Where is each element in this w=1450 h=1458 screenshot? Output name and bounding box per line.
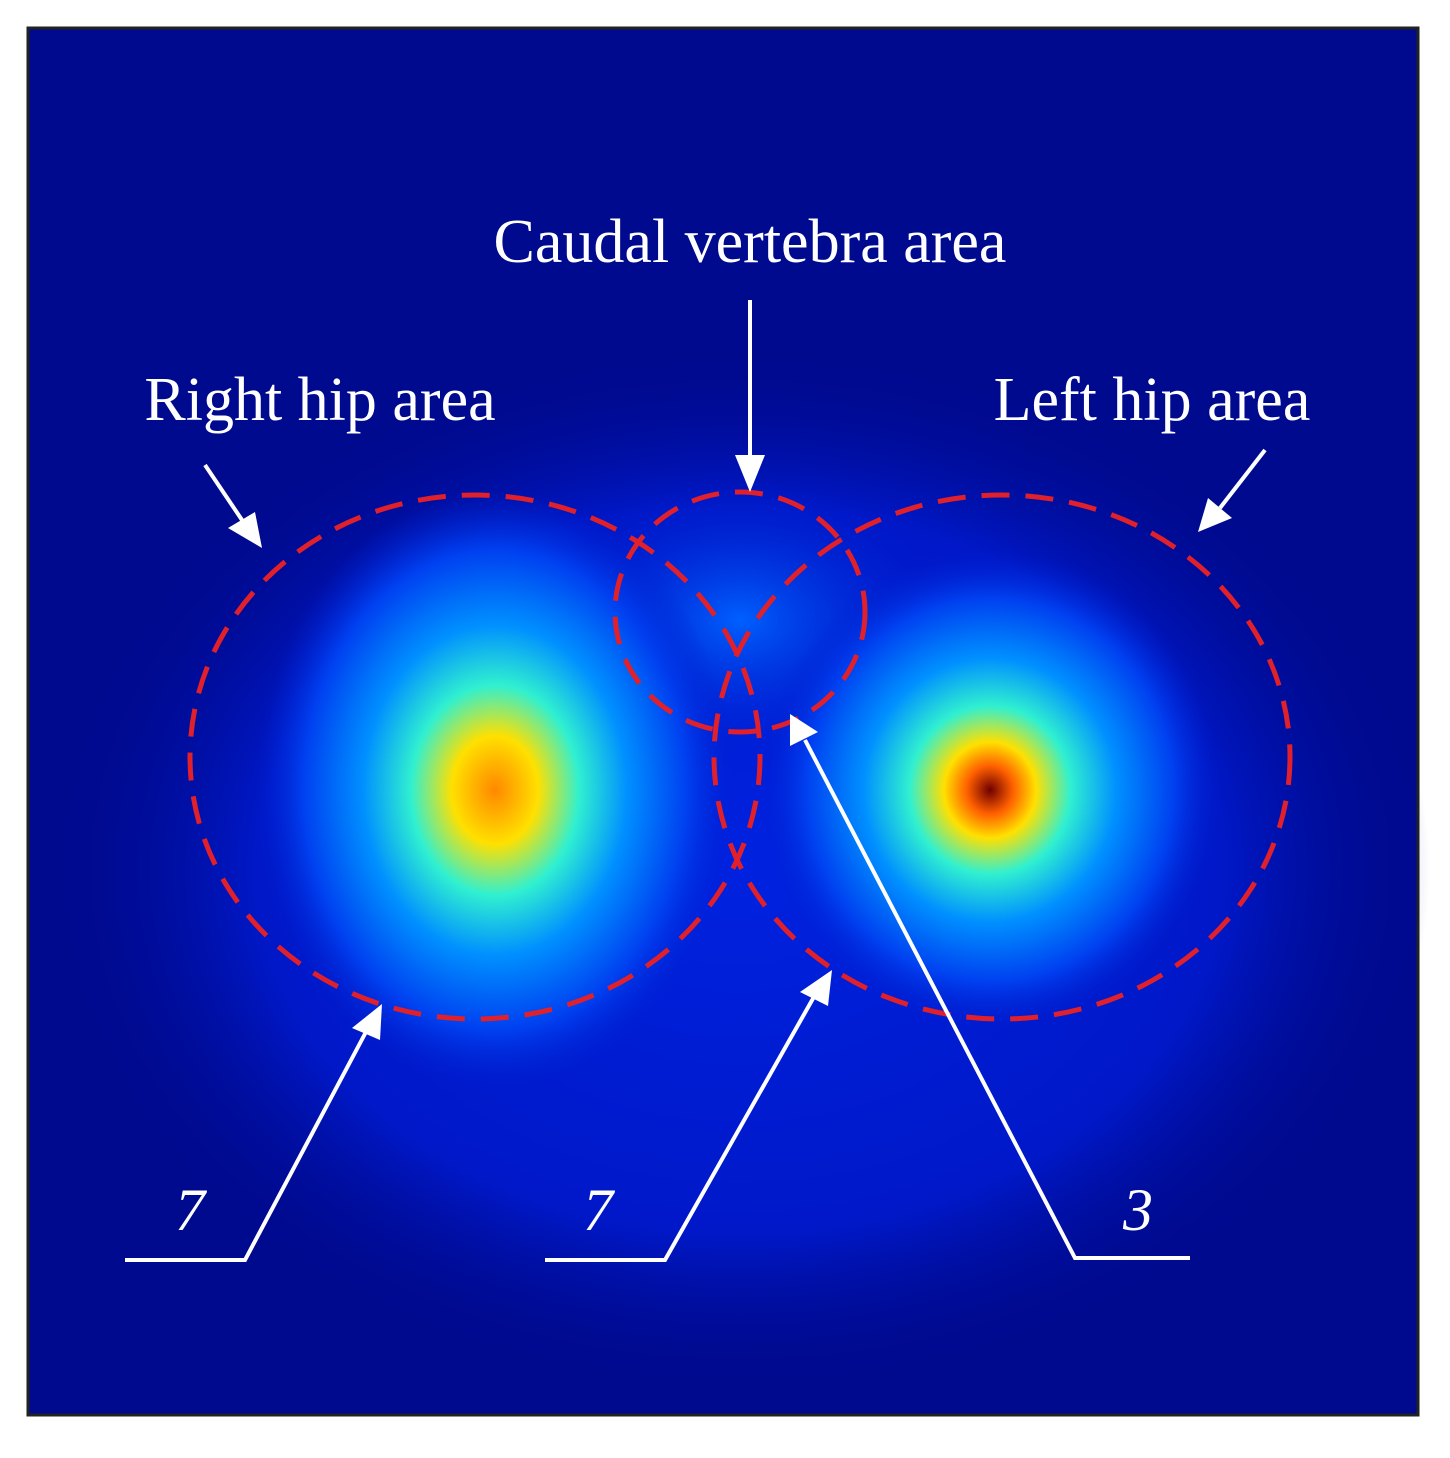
arrowhead: [735, 455, 765, 492]
label: Left hip area: [994, 366, 1311, 434]
leader-line: [125, 1029, 369, 1262]
callout: 3: [1122, 1177, 1153, 1243]
arrowhead: [228, 512, 262, 548]
arrowhead: [352, 1004, 382, 1040]
leader-line: [545, 994, 817, 1262]
label: Right hip area: [144, 366, 495, 434]
arrows: [125, 300, 1267, 1262]
right-hip-region: [187, 492, 763, 1022]
arrow: [1218, 448, 1267, 510]
left-hip-region: [711, 492, 1293, 1022]
arrowhead: [790, 714, 818, 746]
arrow: [203, 463, 244, 522]
callout: 7: [583, 1177, 616, 1243]
pressure-hotspot: [255, 490, 735, 1090]
arrowhead: [1198, 498, 1232, 532]
pressure-hotspot: [760, 550, 1220, 1030]
callout: 7: [175, 1177, 208, 1243]
leader-line: [803, 739, 1190, 1260]
label: Caudal vertebra area: [494, 208, 1007, 276]
arrowhead: [800, 970, 832, 1006]
caudal-region: [612, 489, 868, 735]
